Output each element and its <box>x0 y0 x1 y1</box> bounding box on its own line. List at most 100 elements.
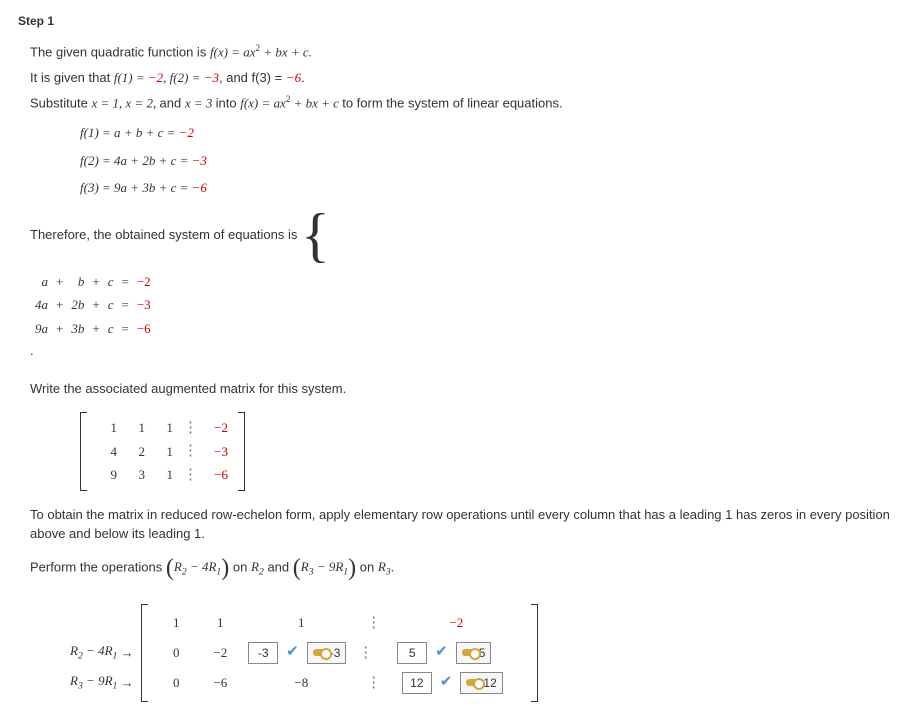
matrix-row: 0 −2 -3 ✔ -3 5 ✔ 5 <box>154 638 525 668</box>
matrix-row: 9 3 1 −6 <box>93 463 232 487</box>
intro-line-3: Substitute x = 1, x = 2, and x = 3 into … <box>30 93 897 113</box>
result-matrix: 1 1 1 −2 0 −2 -3 ✔ -3 5 <box>141 604 538 702</box>
aug-divider-icon <box>360 678 387 688</box>
equation-list: f(1) = a + b + c = −2 f(2) = 4a + 2b + c… <box>30 123 897 198</box>
augmented-matrix-wrap: 1 1 1 −2 4 2 1 −3 9 3 1 <box>30 408 897 495</box>
cell: 1 <box>154 611 198 635</box>
rhs: −6 <box>192 180 207 195</box>
text: , and f(3) = <box>219 70 286 85</box>
matrix-row: 0 −6 −8 12 ✔ 12 <box>154 668 525 698</box>
on: R2 <box>251 559 264 574</box>
cell: 3 <box>121 463 149 487</box>
matrix-row: 1 1 1 −2 <box>154 608 525 638</box>
paren-icon: ( <box>293 555 301 581</box>
cell: 4 <box>93 440 121 464</box>
answer-input[interactable]: -3 <box>248 642 278 664</box>
lhs: f(1) = a + b + c = <box>80 125 179 140</box>
row-op-labels: R2 − 4R1 → R3 − 9R1 → <box>70 608 134 698</box>
result-row: R2 − 4R1 → R3 − 9R1 → 1 1 1 −2 0 −2 -3 <box>30 600 897 706</box>
cell: 1 <box>242 611 360 635</box>
key-icon <box>313 649 327 656</box>
on: R3 <box>378 559 391 574</box>
neg-value: −6 <box>286 70 301 85</box>
therefore-line: Therefore, the obtained system of equati… <box>30 208 897 263</box>
expr: + bx + c. <box>260 44 312 59</box>
system-row: 4a+2b+c=−3 <box>32 294 154 316</box>
aug-divider-icon <box>177 446 204 456</box>
expr: f(1) = <box>114 70 148 85</box>
cell: −2 <box>387 611 525 635</box>
bracket-right-icon <box>531 604 538 702</box>
rhs: −3 <box>192 153 207 168</box>
cell: 2 <box>121 440 149 464</box>
aug-divider-icon <box>177 470 204 480</box>
aug-text: Write the associated augmented matrix fo… <box>30 379 897 399</box>
revealed-answer[interactable]: 5 <box>456 642 492 664</box>
cell: 9 <box>93 463 121 487</box>
paren-icon: ) <box>348 555 356 581</box>
check-icon: ✔ <box>435 641 448 664</box>
answer-input[interactable]: 12 <box>402 672 432 694</box>
check-icon: ✔ <box>286 641 299 664</box>
cell: 1 <box>198 611 242 635</box>
text: on <box>233 559 251 574</box>
blank-label <box>70 608 134 638</box>
system-row: a+b+c=−2 <box>32 271 154 293</box>
check-icon: ✔ <box>440 671 453 694</box>
augmented-matrix: 1 1 1 −2 4 2 1 −3 9 3 1 <box>80 412 245 491</box>
step-heading: Step 1 <box>18 12 897 30</box>
aug-divider-icon <box>177 423 204 433</box>
text: Perform the operations <box>30 559 166 574</box>
neg-value: −2 <box>148 70 163 85</box>
row-op-label: R2 − 4R1 → <box>70 638 134 668</box>
text: . <box>391 559 395 574</box>
cell: 0 <box>154 671 198 695</box>
expr: , f(2) = <box>163 70 204 85</box>
text: and <box>267 559 292 574</box>
key-icon <box>462 649 476 656</box>
left-brace-icon: { <box>301 208 330 263</box>
step-content: The given quadratic function is f(x) = a… <box>18 42 897 706</box>
cell: −2 <box>204 416 232 440</box>
revealed-answer[interactable]: -3 <box>307 642 347 664</box>
lhs: f(3) = 9a + 3b + c = <box>80 180 192 195</box>
revealed-answer[interactable]: 12 <box>460 672 502 694</box>
bracket-left-icon <box>80 412 87 491</box>
bracket-right-icon <box>238 412 245 491</box>
system-brace: { <box>301 208 332 263</box>
eq-1: f(1) = a + b + c = −2 <box>80 123 897 143</box>
cell: 0 <box>154 641 198 665</box>
cell: 1 <box>149 416 177 440</box>
perform-line: Perform the operations (R2 − 4R1) on R2 … <box>30 550 897 586</box>
aug-divider-icon <box>352 648 379 658</box>
text: It is given that <box>30 70 114 85</box>
aug-divider-icon <box>360 618 387 628</box>
row-op-label: R3 − 9R1 → <box>70 668 134 698</box>
cell: −8 <box>242 671 360 695</box>
rref-text: To obtain the matrix in reduced row-eche… <box>30 505 897 544</box>
text: and <box>160 96 185 111</box>
text: on <box>360 559 378 574</box>
text: . <box>301 70 305 85</box>
lhs: f(2) = 4a + 2b + c = <box>80 153 192 168</box>
expr: f(x) = ax <box>210 44 256 59</box>
eq-3: f(3) = 9a + 3b + c = −6 <box>80 178 897 198</box>
eq-2: f(2) = 4a + 2b + c = −3 <box>80 151 897 171</box>
period: . <box>30 343 34 358</box>
paren-icon: ( <box>166 555 174 581</box>
op: R2 − 4R1 <box>174 559 221 574</box>
expr: + bx + c <box>290 96 342 111</box>
text: to form the system of linear equations. <box>342 96 562 111</box>
answer-input[interactable]: 5 <box>397 642 427 664</box>
expr: x = 1, x = 2, <box>91 96 159 111</box>
expr: x = 3 <box>185 96 216 111</box>
text: The given quadratic function is <box>30 44 210 59</box>
op: R3 − 9R1 <box>301 559 348 574</box>
cell: −2 <box>198 641 242 665</box>
text: Therefore, the obtained system of equati… <box>30 227 301 242</box>
cell: 1 <box>93 416 121 440</box>
cell: 1 <box>149 440 177 464</box>
text: into <box>216 96 241 111</box>
cell: 1 <box>121 416 149 440</box>
expr: f(x) = ax <box>240 96 286 111</box>
